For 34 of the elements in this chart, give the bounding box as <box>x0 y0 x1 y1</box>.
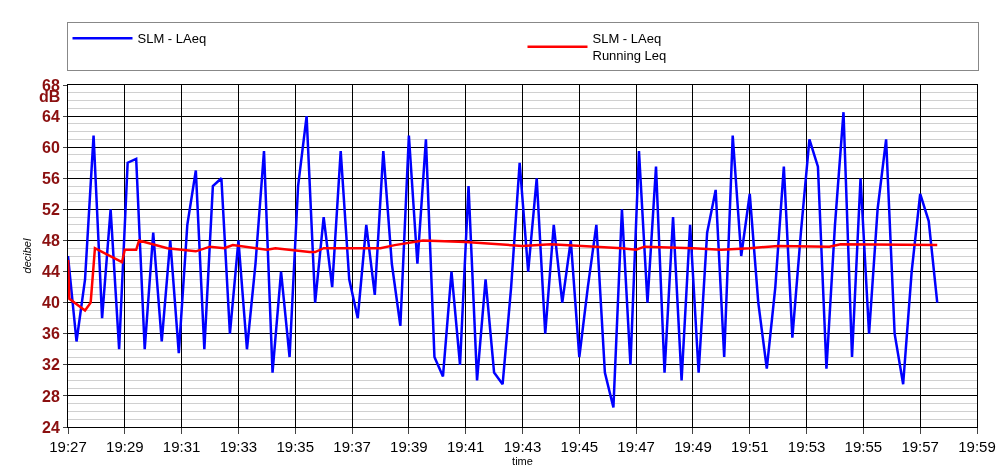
x-tick-label: 19:45 <box>560 438 599 455</box>
x-tick-label: 19:29 <box>106 438 144 455</box>
x-axis-title: time <box>512 455 533 467</box>
x-tick-label: 19:49 <box>674 438 712 455</box>
y-tick-label: 56 <box>42 169 60 187</box>
x-tick-label: 19:37 <box>333 438 371 455</box>
y-tick-label: 64 <box>42 107 60 125</box>
y-tick-label: 40 <box>42 294 60 312</box>
y-tick-label: 48 <box>42 232 60 250</box>
x-tick-label: 19:59 <box>958 438 996 455</box>
y-axis-title: decibel <box>20 238 33 274</box>
x-tick-label: 19:51 <box>730 438 769 455</box>
x-tick-label: 19:31 <box>162 438 201 455</box>
x-tick-label: 19:57 <box>901 438 939 455</box>
line-series <box>68 110 939 409</box>
line-series <box>68 239 939 312</box>
x-tick-label: 19:35 <box>276 438 315 455</box>
x-tick-label: 19:27 <box>49 438 87 455</box>
y-tick-label: 44 <box>42 263 60 281</box>
y-tick-label: 32 <box>42 356 60 374</box>
y-tick-label: 52 <box>42 200 60 218</box>
x-tick-label: 19:43 <box>503 438 542 455</box>
x-tick-label: 19:55 <box>844 438 883 455</box>
x-tick-label: 19:47 <box>617 438 655 455</box>
legend-label: SLM - LAeq <box>137 31 207 47</box>
x-tick-label: 19:41 <box>446 438 485 455</box>
legend-label: SLM - LAeq Running Leq <box>592 31 667 64</box>
y-tick-label: 36 <box>42 325 60 343</box>
x-tick-label: 19:33 <box>219 438 258 455</box>
y-tick-label: 60 <box>42 138 60 156</box>
y-tick-label: 24 <box>42 418 60 436</box>
y-tick-label: 28 <box>42 387 60 405</box>
x-tick-label: 19:39 <box>390 438 428 455</box>
x-tick-label: 19:53 <box>787 438 826 455</box>
